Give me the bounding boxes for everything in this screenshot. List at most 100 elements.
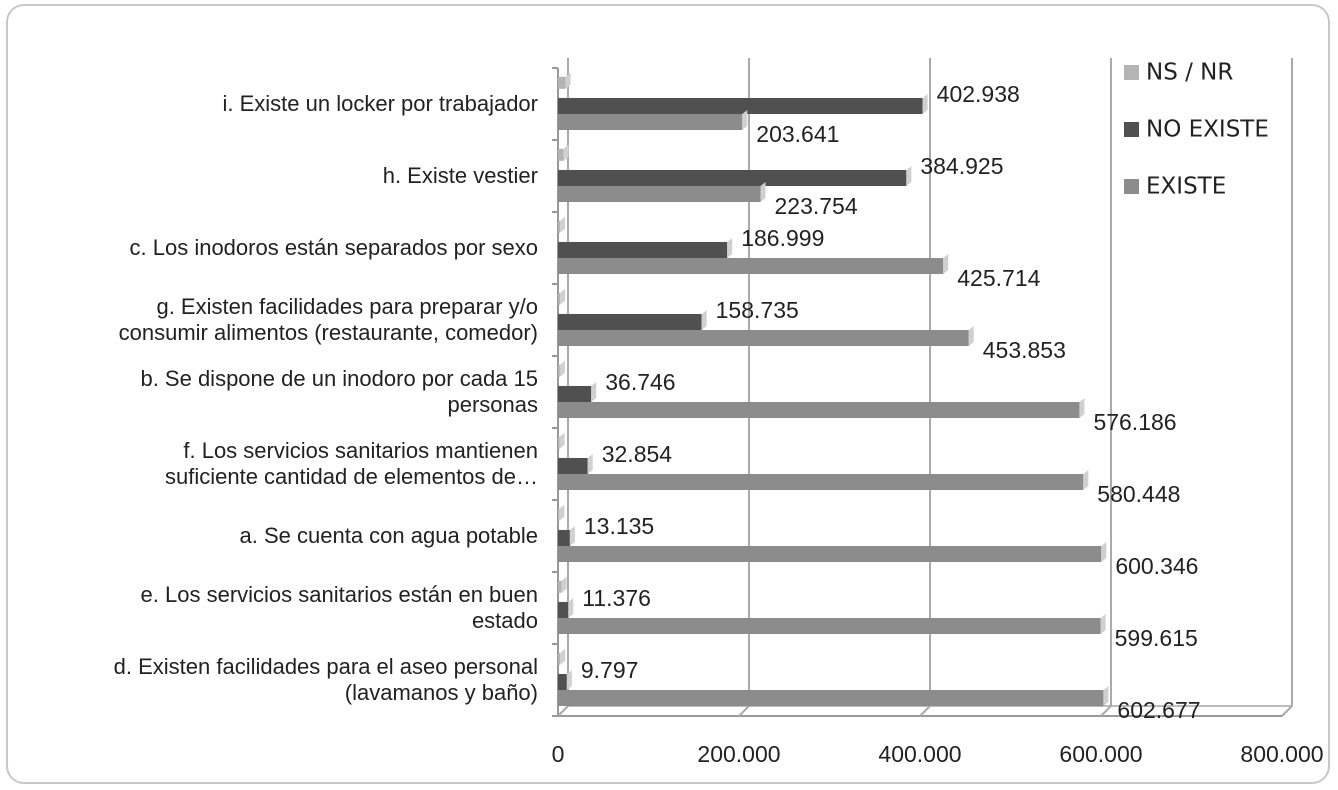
data-label: 36.746 [605,369,675,395]
legend-label: EXISTE [1146,174,1226,200]
bar-front [558,76,566,89]
data-label: 580.448 [1097,481,1180,507]
bar-side [559,432,565,449]
y-tick-label: c. Los inodoros están separados por sexo [129,235,538,260]
bar [558,648,566,665]
bar [558,504,565,521]
data-label: 186.999 [741,225,824,251]
bar-side [559,504,565,521]
grid-line [1100,58,1112,717]
bar-side [560,216,566,233]
bar-side [1083,470,1089,490]
legend-swatch [1124,65,1139,80]
data-label: 402.938 [937,81,1020,107]
bar-front [558,474,1084,490]
bar-side [563,144,569,161]
bar-front [558,436,560,449]
bar-front [558,458,588,474]
bar-side [906,166,912,186]
bar-side [560,288,566,305]
bar-front [558,546,1102,562]
bar [558,288,566,305]
bar-front [558,242,728,258]
bar-front [558,580,562,593]
bar [558,238,733,258]
bar [558,94,928,114]
y-tick-label: f. Los servicios sanitarios mantienen su… [164,438,538,489]
bar-side [566,670,572,690]
bar-side [968,326,974,346]
bar-front [558,314,702,330]
bar-front [558,618,1101,634]
data-label: 576.186 [1093,409,1176,435]
bar-side [568,598,574,618]
bar-front [558,402,1080,418]
bar-side [922,94,928,114]
bar-side [587,454,593,474]
bar-side [560,648,566,665]
bar-side [1100,614,1106,634]
bar-side [1103,686,1109,706]
chart-frame [6,4,1330,784]
data-label: 32.854 [602,441,673,467]
bar-side [742,110,748,130]
y-tick-label: b. Se dispone de un inodoro por cada 15 … [140,366,538,417]
bar-side [701,310,707,330]
legend-label: NS / NR [1146,60,1233,86]
bar-side [760,182,766,202]
bar [558,454,593,474]
bar [558,576,567,593]
bar-front [558,220,561,233]
data-label: 223.754 [774,193,857,219]
bar [558,398,1085,418]
bar-front [558,170,907,186]
bar-front [558,98,923,114]
bar-front [558,602,569,618]
y-tick-label: i. Existe un locker por trabajador [222,91,539,116]
bar [558,166,912,186]
bar-front [558,652,561,665]
bar [558,72,571,89]
bar-side [561,576,567,593]
y-tick-label: e. Los servicios sanitarios están en bue… [140,582,538,633]
bar-side [943,254,949,274]
bar [558,310,707,330]
bar-side [559,360,565,377]
bar [558,144,569,161]
x-tick-label: 400.000 [878,741,961,767]
y-tick-label: d. Existen facilidades para el aseo pers… [113,654,538,705]
data-label: 203.641 [756,121,839,147]
bar [558,614,1106,634]
bar-side [569,526,575,546]
x-tick-label: 800.000 [1240,741,1323,767]
bar [558,686,1109,706]
bar-front [558,186,761,202]
bar [558,326,974,346]
bar [558,432,565,449]
bar-side [591,382,597,402]
y-tick-label: g. Existen facilidades para preparar y/o… [118,294,538,345]
bar-front [558,330,969,346]
legend-swatch [1124,179,1139,194]
bar [558,382,597,402]
bar [558,216,566,233]
bar-side [565,72,571,89]
bar-front [558,114,743,130]
bar [558,254,949,274]
data-label: 13.135 [584,513,654,539]
legend-label: NO EXISTE [1146,117,1269,143]
bar-side [727,238,733,258]
bar-front [558,674,567,690]
data-label: 599.615 [1115,625,1198,651]
legend-swatch [1124,122,1139,137]
data-label: 602.677 [1117,697,1200,723]
bar-front [558,292,561,305]
bar [558,360,565,377]
x-tick-label: 200.000 [697,741,780,767]
bar [558,542,1107,562]
bar-front [558,364,560,377]
bar [558,182,766,202]
bar [558,598,574,618]
x-tick-label: 0 [552,741,565,767]
